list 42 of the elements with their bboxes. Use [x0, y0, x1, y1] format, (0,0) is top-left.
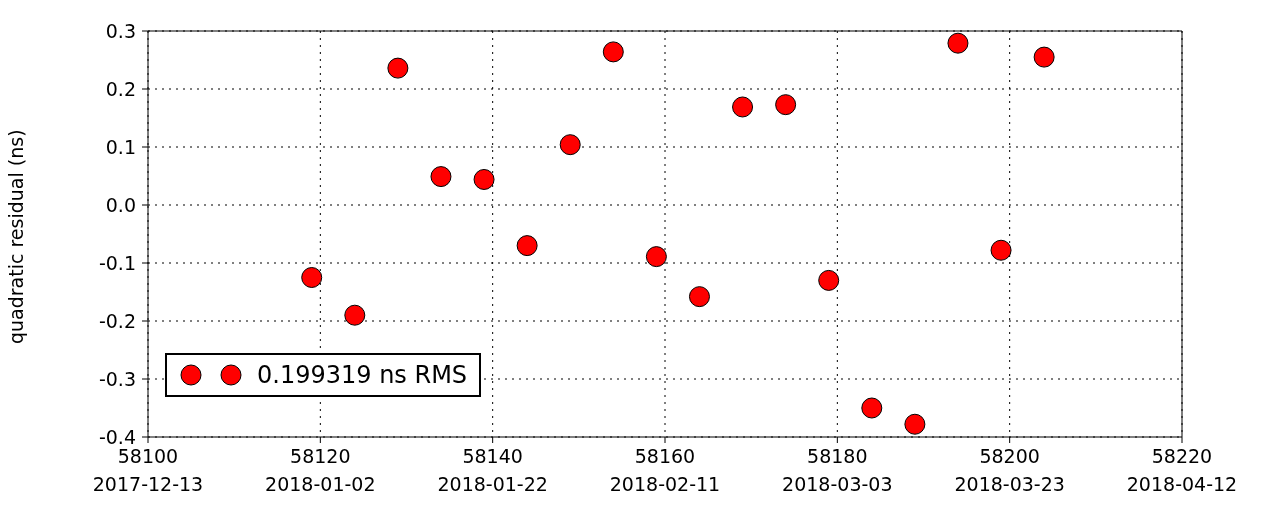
point	[904, 413, 926, 435]
point	[645, 246, 667, 268]
x2-tick-label: 2018-03-23	[954, 473, 1065, 495]
x-tick-label: 58120	[290, 445, 351, 467]
y-axis-title: quadratic residual (ns)	[4, 129, 27, 344]
point	[818, 269, 840, 291]
point	[775, 94, 797, 116]
y-tick-label: 0.2	[105, 78, 136, 100]
y-tick-label: 0.0	[105, 194, 136, 216]
point	[602, 41, 624, 63]
point	[861, 397, 883, 419]
point	[559, 134, 581, 156]
x2-tick-label: 2018-01-22	[437, 473, 548, 495]
x2-tick-label: 2018-03-03	[782, 473, 893, 495]
y-tick-label: -0.2	[98, 310, 136, 332]
x-tick-label: 58100	[117, 445, 179, 467]
x2-tick-label: 2018-01-02	[265, 473, 376, 495]
x2-tick-label: 2017-12-13	[92, 473, 204, 495]
point	[516, 235, 538, 257]
y-tick-label: -0.1	[98, 252, 136, 274]
y-tick-label: 0.1	[105, 136, 136, 158]
x2-tick-label: 2018-02-11	[609, 473, 721, 495]
y-tick-label: -0.3	[98, 368, 136, 390]
y-tick-label: -0.4	[98, 426, 136, 448]
point	[344, 304, 366, 326]
x-tick-label: 58220	[1151, 445, 1213, 467]
point	[688, 286, 710, 308]
x2-tick-label: 2018-04-12	[1126, 473, 1238, 495]
x-tick-label: 58140	[462, 445, 523, 467]
x-tick-label: 58200	[979, 445, 1040, 467]
point	[732, 96, 754, 118]
point	[387, 57, 409, 79]
x-tick-label: 58160	[634, 445, 696, 467]
point	[990, 239, 1012, 261]
point	[430, 166, 452, 188]
point	[473, 168, 495, 190]
point	[301, 267, 323, 288]
legend-label: 0.199319 ns RMS	[257, 361, 468, 389]
y-tick-label: 0.3	[105, 20, 136, 42]
x-tick-label: 58180	[807, 445, 868, 467]
point	[1033, 46, 1055, 68]
point	[947, 32, 969, 54]
